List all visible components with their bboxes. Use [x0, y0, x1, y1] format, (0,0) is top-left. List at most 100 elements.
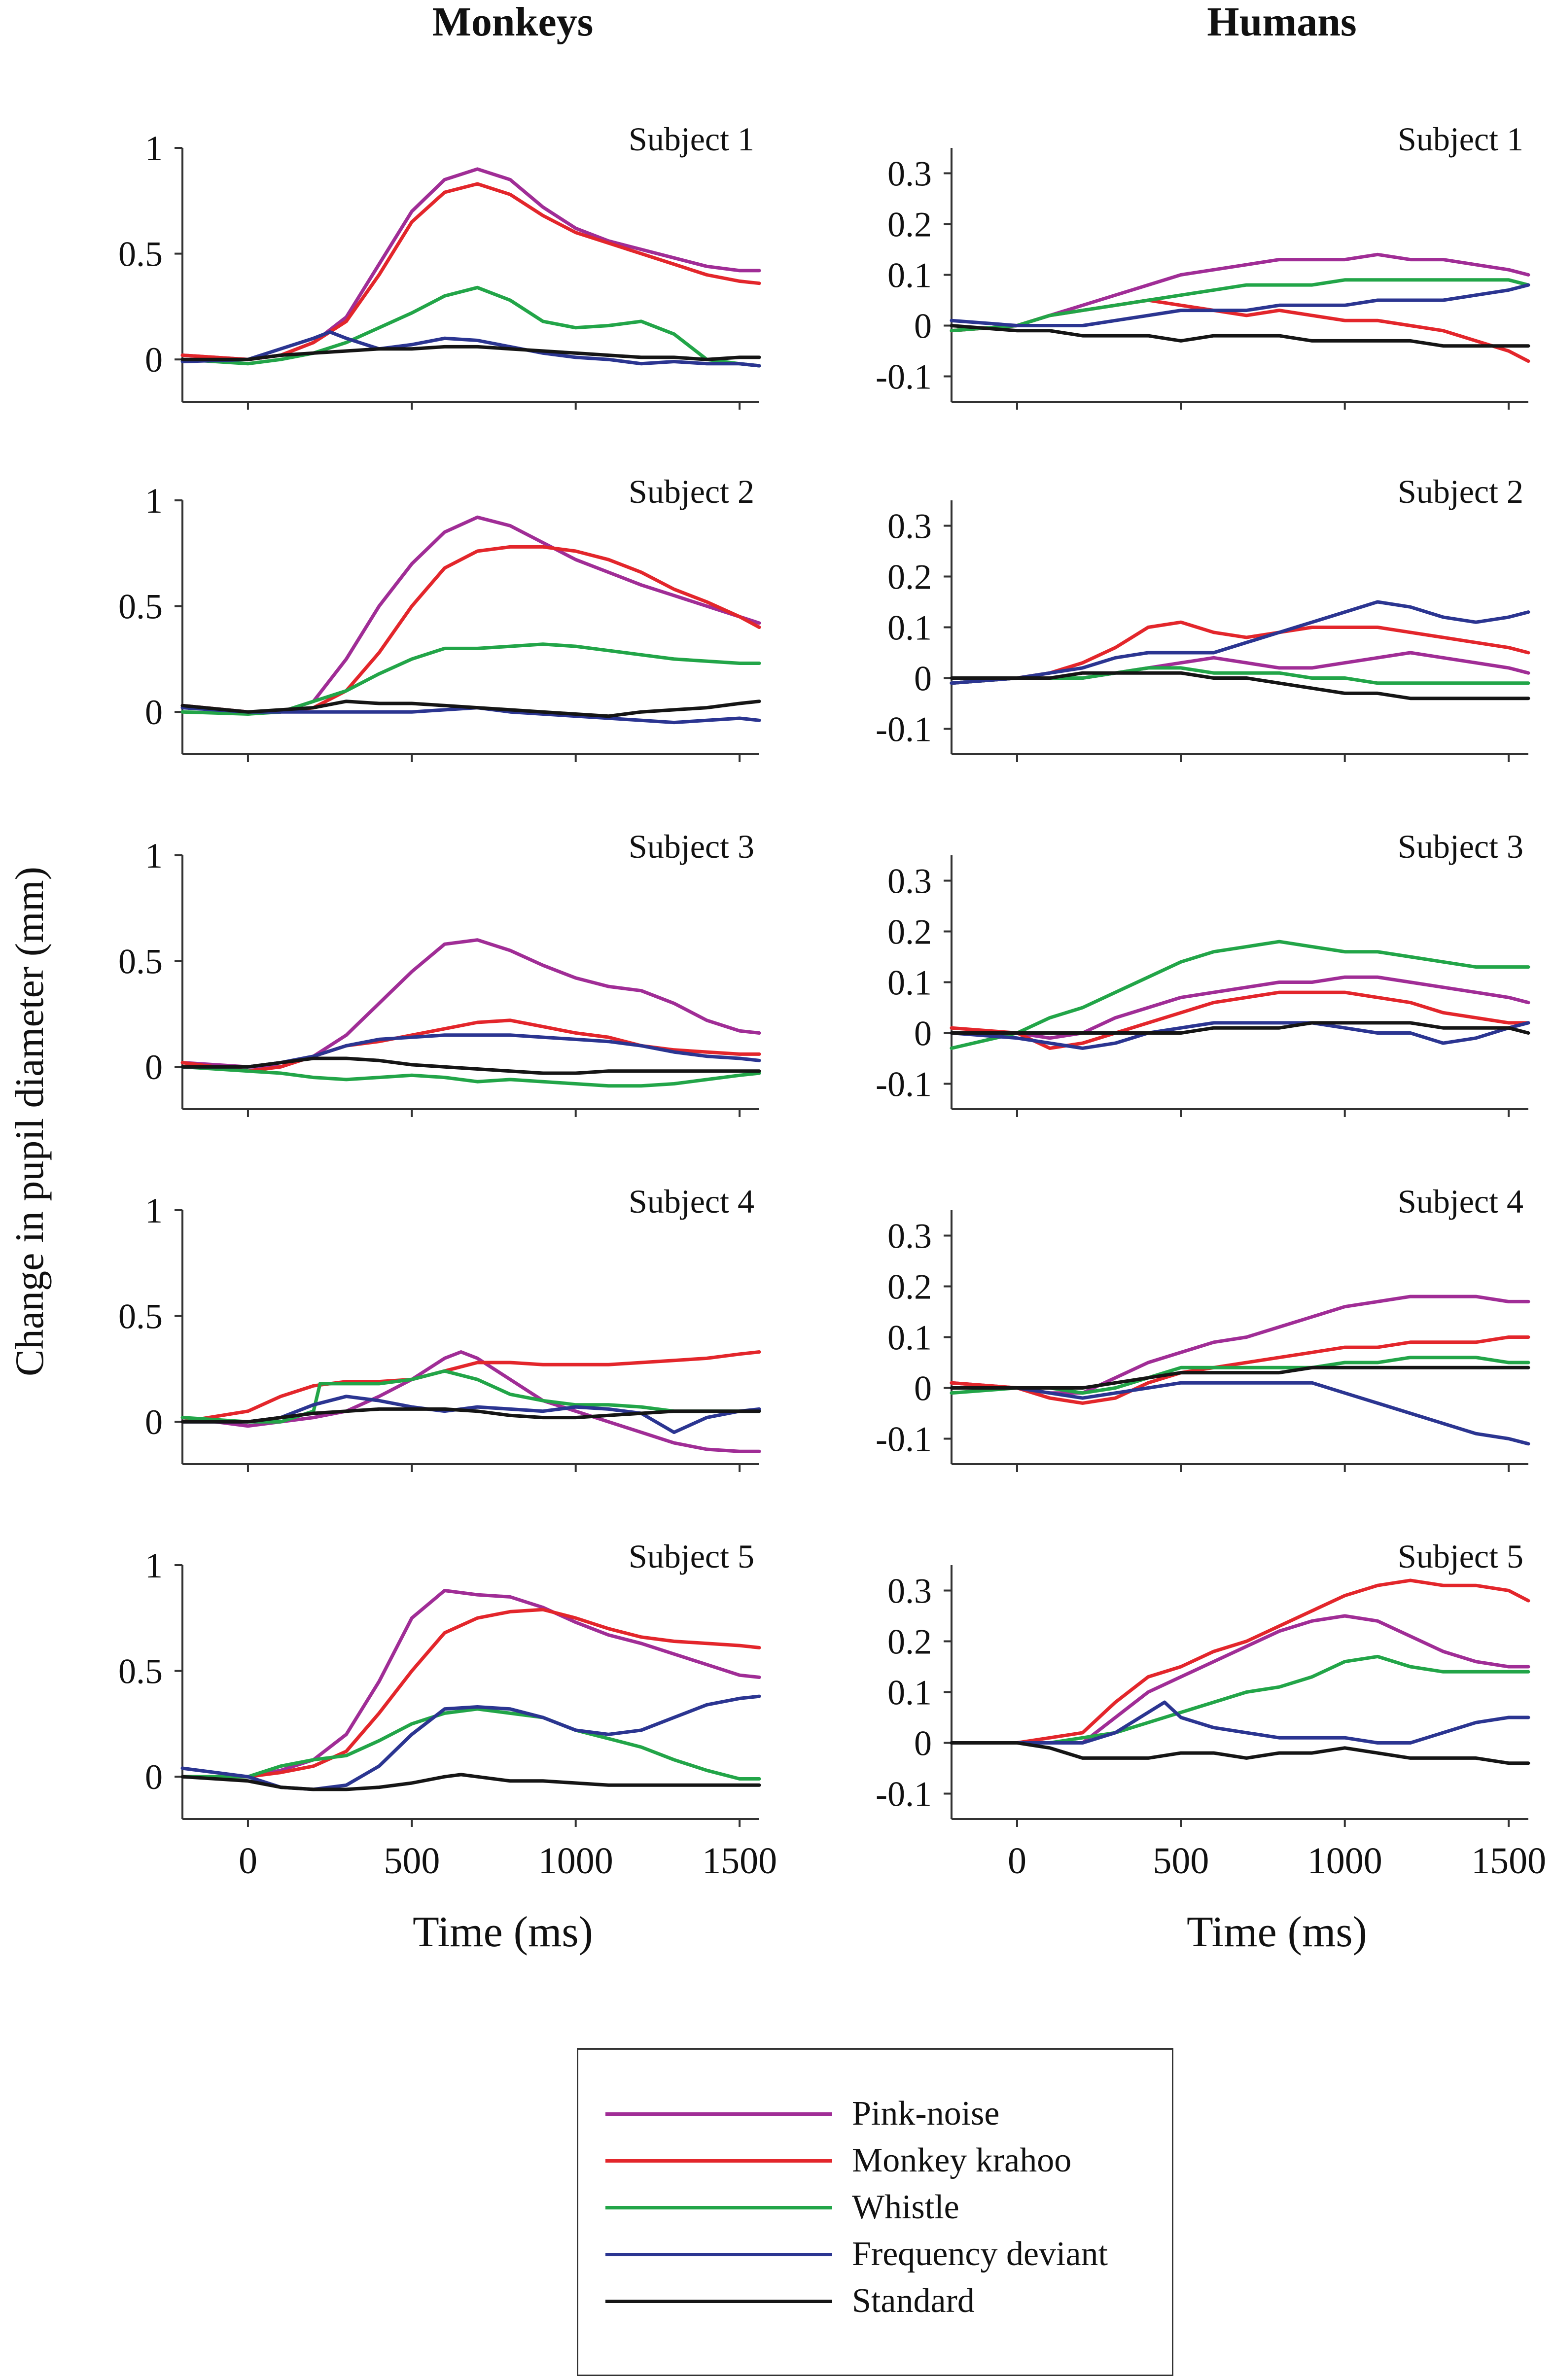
legend-label-standard: Standard — [852, 2282, 975, 2320]
humans-subject-5-xtick-label: 500 — [1153, 1840, 1209, 1882]
monkeys-subject-2-ytick-label: 0 — [145, 693, 163, 732]
monkeys-subject-5-ytick-label: 0.5 — [118, 1652, 163, 1691]
monkeys-subject-2-line-monkey-krahoo — [180, 545, 761, 714]
monkeys-subject-5-line-monkey-krahoo — [180, 1608, 761, 1779]
x-axis-title-monkeys: Time (ms) — [413, 1908, 593, 1956]
monkeys-subject-5-ytick-label: 1 — [145, 1546, 163, 1585]
monkeys-subject-3-line-frequency-deviant — [180, 1033, 761, 1069]
legend-swatch-frequency-deviant — [605, 2252, 832, 2256]
monkeys-subject-5-panel: 0 0.5 1 0 500 1000 1500 Subject 5 — [118, 1538, 777, 1882]
legend-item-standard: Standard — [605, 2279, 975, 2323]
humans-subject-4-ytick-label: 0.2 — [887, 1267, 932, 1307]
monkeys-subject-1-line-frequency-deviant — [180, 330, 761, 368]
humans-subject-4-ytick-label: 0.3 — [887, 1217, 932, 1256]
humans-subject-3-line-whistle — [950, 940, 1530, 1050]
humans-subject-5-panel: -0.1 0 0.1 0.2 0.3 0 500 1000 1500 Subject 5 — [876, 1538, 1546, 1882]
monkeys-subject-4-ytick-label: 0 — [145, 1402, 163, 1442]
monkeys-subject-3-line-pink-noise — [180, 938, 761, 1069]
x-axis-title-humans: Time (ms) — [1187, 1908, 1367, 1956]
legend-label-monkey-krahoo: Monkey krahoo — [852, 2141, 1072, 2179]
legend: Pink-noise Monkey krahoo Whistle Frequen… — [577, 2048, 1173, 2376]
humans-subject-3-panel: -0.1 0 0.1 0.2 0.3 Subject 3 — [876, 828, 1530, 1117]
monkeys-subject-2-title: Subject 2 — [629, 473, 754, 510]
humans-subject-2-ytick-label: 0.1 — [887, 608, 932, 648]
humans-subject-2-ytick-label: -0.1 — [876, 710, 932, 749]
humans-subject-5-title: Subject 5 — [1398, 1538, 1523, 1575]
monkeys-subject-5-xtick-label: 0 — [239, 1840, 257, 1882]
pupil-response-figure: 0 0.5 1 Subject 1 -0.1 0 0.1 0.2 0.3 Subject 1 0 0.… — [118, 120, 1546, 1882]
monkeys-subject-3-line-standard — [180, 1056, 761, 1075]
monkeys-subject-2-panel: 0 0.5 1 Subject 2 — [118, 473, 761, 762]
monkeys-subject-2-ytick-label: 1 — [145, 481, 163, 521]
humans-subject-1-line-standard — [950, 324, 1530, 348]
humans-subject-1-title: Subject 1 — [1398, 120, 1523, 158]
monkeys-subject-4-line-frequency-deviant — [180, 1395, 761, 1435]
monkeys-subject-5-xtick-label: 1000 — [538, 1840, 613, 1882]
legend-swatch-whistle — [605, 2205, 832, 2209]
humans-subject-3-ytick-label: 0 — [914, 1014, 932, 1053]
humans-subject-5-xtick-label: 0 — [1008, 1840, 1026, 1882]
humans-subject-2-line-standard — [950, 671, 1530, 700]
humans-subject-3-ytick-label: -0.1 — [876, 1065, 932, 1104]
monkeys-subject-3-title: Subject 3 — [629, 828, 754, 865]
humans-subject-5-ytick-label: 0.1 — [887, 1673, 932, 1713]
humans-subject-4-ytick-label: -0.1 — [876, 1420, 932, 1459]
humans-subject-3-line-frequency-deviant — [950, 1021, 1530, 1050]
humans-subject-4-line-monkey-krahoo — [950, 1335, 1530, 1405]
humans-subject-5-ytick-label: 0.3 — [887, 1572, 932, 1611]
monkeys-subject-1-ytick-label: 0.5 — [118, 235, 163, 274]
humans-subject-1-line-pink-noise — [950, 252, 1530, 333]
monkeys-subject-1-line-standard — [180, 345, 761, 361]
legend-swatch-standard — [605, 2299, 832, 2303]
monkeys-subject-1-ytick-label: 0 — [145, 340, 163, 380]
humans-subject-1-ytick-label: 0 — [914, 307, 932, 346]
humans-subject-1-ytick-label: 0.2 — [887, 205, 932, 245]
humans-subject-1-ytick-label: 0.3 — [887, 154, 932, 194]
monkeys-subject-2-line-whistle — [180, 642, 761, 716]
humans-subject-4-line-frequency-deviant — [950, 1381, 1530, 1446]
legend-item-frequency-deviant: Frequency deviant — [605, 2232, 1108, 2276]
monkeys-subject-4-line-monkey-krahoo — [180, 1350, 761, 1424]
humans-subject-2-line-whistle — [950, 666, 1530, 685]
monkeys-subject-4-ytick-label: 0.5 — [118, 1297, 163, 1336]
monkeys-subject-1-title: Subject 1 — [629, 120, 754, 158]
title-humans: Humans — [1207, 0, 1357, 45]
humans-subject-2-line-monkey-krahoo — [950, 620, 1530, 685]
monkeys-subject-3-ytick-label: 0 — [145, 1048, 163, 1087]
monkeys-subject-1-line-monkey-krahoo — [180, 182, 761, 361]
humans-subject-5-ytick-label: 0.2 — [887, 1622, 932, 1662]
humans-subject-4-ytick-label: 0 — [914, 1369, 932, 1408]
humans-subject-1-ytick-label: -0.1 — [876, 357, 932, 397]
humans-subject-3-title: Subject 3 — [1398, 828, 1523, 865]
legend-item-pink-noise: Pink-noise — [605, 2092, 999, 2136]
monkeys-subject-1-panel: 0 0.5 1 Subject 1 — [118, 120, 761, 410]
humans-subject-2-title: Subject 2 — [1398, 473, 1523, 510]
monkeys-subject-2-ytick-label: 0.5 — [118, 587, 163, 627]
legend-label-pink-noise: Pink-noise — [852, 2095, 1000, 2133]
monkeys-subject-5-xtick-label: 500 — [384, 1840, 440, 1882]
monkeys-subject-5-title: Subject 5 — [629, 1538, 754, 1575]
humans-subject-5-line-whistle — [950, 1654, 1530, 1745]
humans-subject-3-ytick-label: 0.2 — [887, 912, 932, 952]
humans-subject-5-line-standard — [950, 1741, 1530, 1765]
monkeys-subject-4-line-standard — [180, 1407, 761, 1424]
monkeys-subject-4-panel: 0 0.5 1 Subject 4 — [118, 1183, 761, 1472]
monkeys-subject-2-line-standard — [180, 700, 761, 718]
humans-subject-2-ytick-label: 0.3 — [887, 507, 932, 546]
humans-subject-4-line-pink-noise — [950, 1295, 1530, 1395]
monkeys-subject-3-ytick-label: 1 — [145, 836, 163, 875]
monkeys-subject-2-line-pink-noise — [180, 515, 761, 714]
humans-subject-3-ytick-label: 0.3 — [887, 862, 932, 901]
humans-subject-3-line-standard — [950, 1021, 1530, 1035]
humans-subject-1-panel: -0.1 0 0.1 0.2 0.3 Subject 1 — [876, 120, 1530, 410]
legend-item-monkey-krahoo: Monkey krahoo — [605, 2138, 1071, 2183]
humans-subject-5-xtick-label: 1000 — [1307, 1840, 1382, 1882]
humans-subject-4-line-standard — [950, 1365, 1530, 1390]
legend-swatch-monkey-krahoo — [605, 2159, 832, 2163]
humans-subject-5-line-pink-noise — [950, 1614, 1530, 1745]
humans-subject-3-ytick-label: 0.1 — [887, 963, 932, 1003]
humans-subject-4-panel: -0.1 0 0.1 0.2 0.3 Subject 4 — [876, 1183, 1530, 1472]
monkeys-subject-4-title: Subject 4 — [629, 1183, 754, 1220]
legend-swatch-pink-noise — [605, 2112, 832, 2116]
monkeys-subject-4-line-whistle — [180, 1369, 761, 1424]
